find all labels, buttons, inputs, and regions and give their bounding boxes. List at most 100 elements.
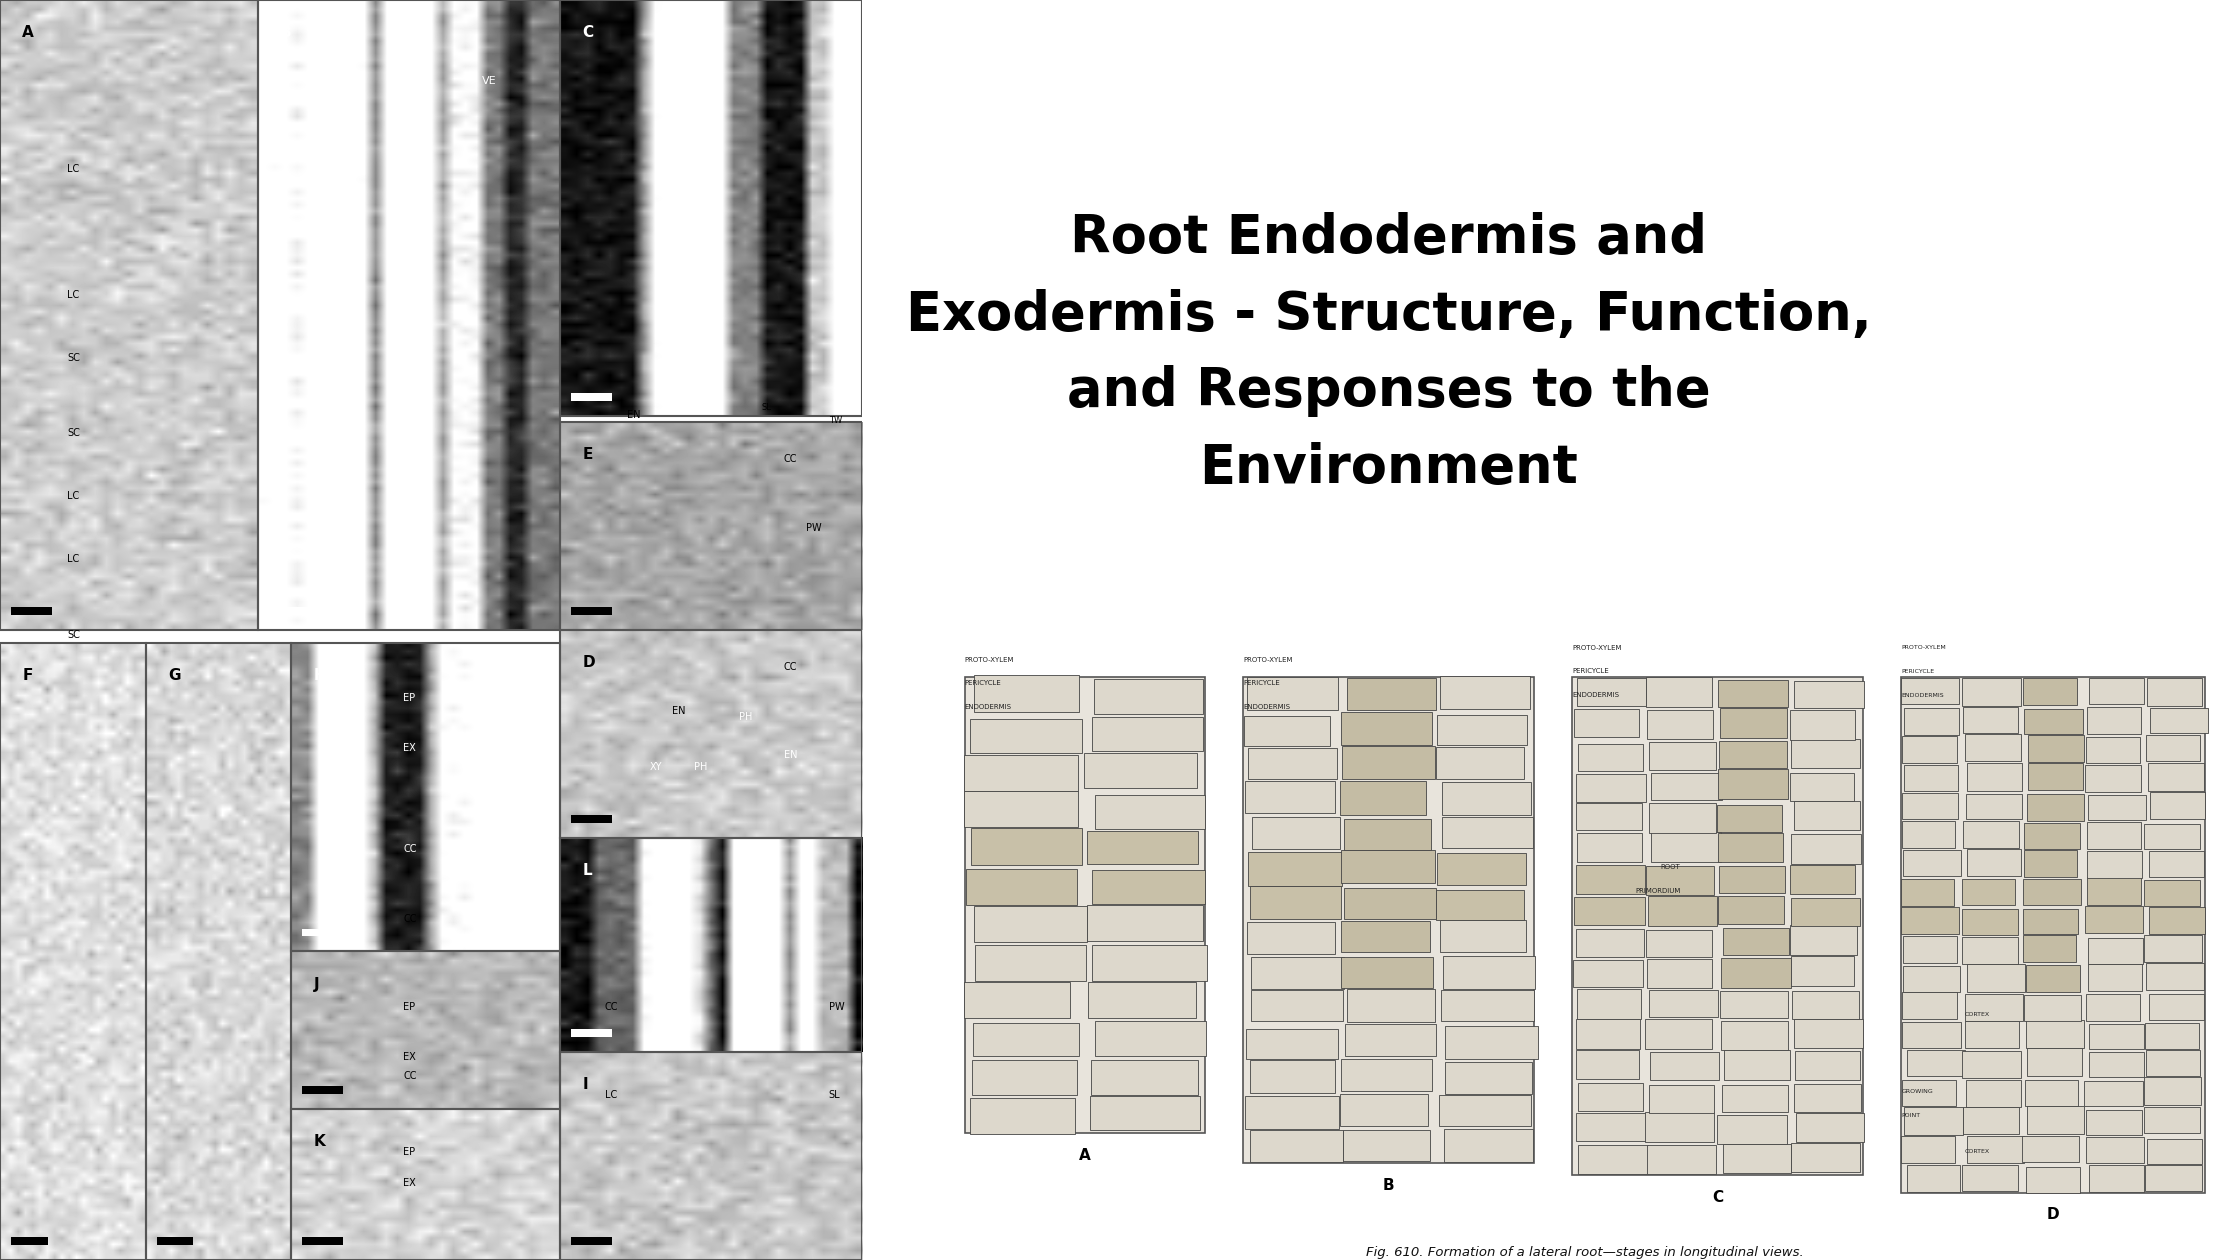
Bar bbox=[1967, 764, 2023, 791]
Text: J: J bbox=[314, 976, 320, 992]
Bar bbox=[560, 630, 862, 838]
Bar bbox=[1342, 850, 1434, 883]
Bar bbox=[2025, 994, 2081, 1021]
Text: POINT: POINT bbox=[1902, 1113, 1920, 1118]
Bar bbox=[1962, 1166, 2018, 1191]
Bar bbox=[1095, 1021, 1205, 1056]
Bar bbox=[1649, 803, 1716, 833]
Bar bbox=[0, 643, 146, 1260]
Bar bbox=[1962, 678, 2020, 706]
Bar bbox=[2085, 1081, 2144, 1106]
Bar bbox=[2025, 964, 2081, 992]
Bar bbox=[2027, 1106, 2083, 1134]
Text: PERICYCLE: PERICYCLE bbox=[965, 680, 1001, 687]
Bar bbox=[963, 755, 1077, 791]
Bar bbox=[1644, 1111, 1714, 1142]
Text: ROOT: ROOT bbox=[1660, 864, 1680, 869]
Bar bbox=[1790, 709, 1855, 740]
Bar bbox=[1649, 1052, 1718, 1080]
Bar bbox=[1572, 960, 1642, 988]
Bar bbox=[972, 1060, 1077, 1095]
Bar bbox=[1649, 990, 1718, 1017]
Bar bbox=[1572, 678, 1864, 1174]
Bar bbox=[1902, 992, 1958, 1019]
Bar bbox=[1651, 772, 1723, 800]
Bar bbox=[2088, 707, 2141, 733]
Bar bbox=[1790, 956, 1855, 987]
Bar bbox=[1902, 1080, 1956, 1106]
Bar bbox=[2146, 1139, 2202, 1164]
Bar bbox=[2085, 994, 2139, 1021]
Text: EX: EX bbox=[403, 743, 417, 753]
Bar bbox=[1906, 1166, 1960, 1192]
Text: PROTO-XYLEM: PROTO-XYLEM bbox=[1243, 656, 1292, 663]
Text: SC: SC bbox=[67, 353, 81, 363]
Bar bbox=[1250, 886, 1342, 919]
Bar bbox=[1792, 990, 1859, 1019]
Bar bbox=[1646, 930, 1711, 958]
Bar bbox=[2088, 795, 2146, 820]
Bar bbox=[1904, 965, 1960, 992]
Bar bbox=[2090, 1024, 2144, 1050]
Bar bbox=[1718, 866, 1785, 893]
Text: LC: LC bbox=[67, 554, 78, 564]
Bar bbox=[1091, 1096, 1201, 1130]
Bar bbox=[1649, 1085, 1714, 1113]
Bar bbox=[1902, 879, 1956, 906]
Bar bbox=[1438, 1095, 1532, 1126]
Bar bbox=[1902, 936, 1958, 963]
Bar bbox=[1091, 1060, 1198, 1095]
Bar bbox=[1245, 1096, 1340, 1129]
Bar bbox=[1964, 733, 2020, 761]
Bar bbox=[2027, 762, 2083, 790]
Bar bbox=[1340, 1094, 1427, 1126]
Text: XY: XY bbox=[650, 762, 663, 772]
Text: CC: CC bbox=[784, 662, 797, 672]
Bar bbox=[1577, 929, 1644, 958]
Bar bbox=[1794, 680, 1864, 708]
Bar bbox=[1340, 921, 1429, 953]
Bar bbox=[1723, 1085, 1788, 1113]
Text: PERICYCLE: PERICYCLE bbox=[1243, 680, 1279, 687]
Bar bbox=[974, 675, 1080, 712]
Bar bbox=[1438, 714, 1528, 746]
Bar bbox=[2148, 850, 2204, 877]
Text: D: D bbox=[582, 655, 596, 670]
Bar bbox=[2027, 735, 2083, 762]
Bar bbox=[2023, 1137, 2079, 1162]
Bar bbox=[1342, 1060, 1431, 1091]
Bar bbox=[1902, 736, 1958, 764]
Bar bbox=[1086, 905, 1203, 941]
Bar bbox=[2146, 964, 2204, 990]
Bar bbox=[2144, 935, 2202, 961]
Bar bbox=[1252, 818, 1340, 849]
Text: C: C bbox=[582, 25, 594, 40]
Text: PH: PH bbox=[739, 712, 753, 722]
Text: LC: LC bbox=[67, 164, 78, 174]
Bar bbox=[974, 906, 1086, 942]
Bar bbox=[1962, 1051, 2020, 1077]
Bar bbox=[2085, 1110, 2141, 1135]
Bar bbox=[2144, 1106, 2200, 1133]
Bar bbox=[1436, 747, 1523, 780]
Bar bbox=[1790, 774, 1855, 801]
Text: PRIMORDIUM: PRIMORDIUM bbox=[1635, 887, 1680, 893]
Bar bbox=[1575, 897, 1644, 925]
Bar bbox=[1577, 989, 1642, 1019]
Bar bbox=[1904, 1108, 1962, 1135]
Bar bbox=[1248, 678, 1337, 711]
Bar bbox=[1902, 793, 1958, 819]
Bar bbox=[2027, 794, 2083, 820]
Bar bbox=[1443, 781, 1532, 815]
Text: PROTO-XYLEM: PROTO-XYLEM bbox=[1902, 645, 1947, 650]
Bar bbox=[1577, 774, 1646, 801]
Bar bbox=[1720, 1021, 1788, 1050]
Bar bbox=[11, 1237, 47, 1245]
Bar bbox=[1723, 1144, 1792, 1173]
Text: PROTO-XYLEM: PROTO-XYLEM bbox=[965, 656, 1015, 663]
Text: CORTEX: CORTEX bbox=[1964, 1013, 1989, 1017]
Bar bbox=[1577, 678, 1646, 707]
Text: CC: CC bbox=[403, 1071, 417, 1081]
Bar bbox=[1967, 849, 2020, 876]
Bar bbox=[571, 1029, 612, 1037]
